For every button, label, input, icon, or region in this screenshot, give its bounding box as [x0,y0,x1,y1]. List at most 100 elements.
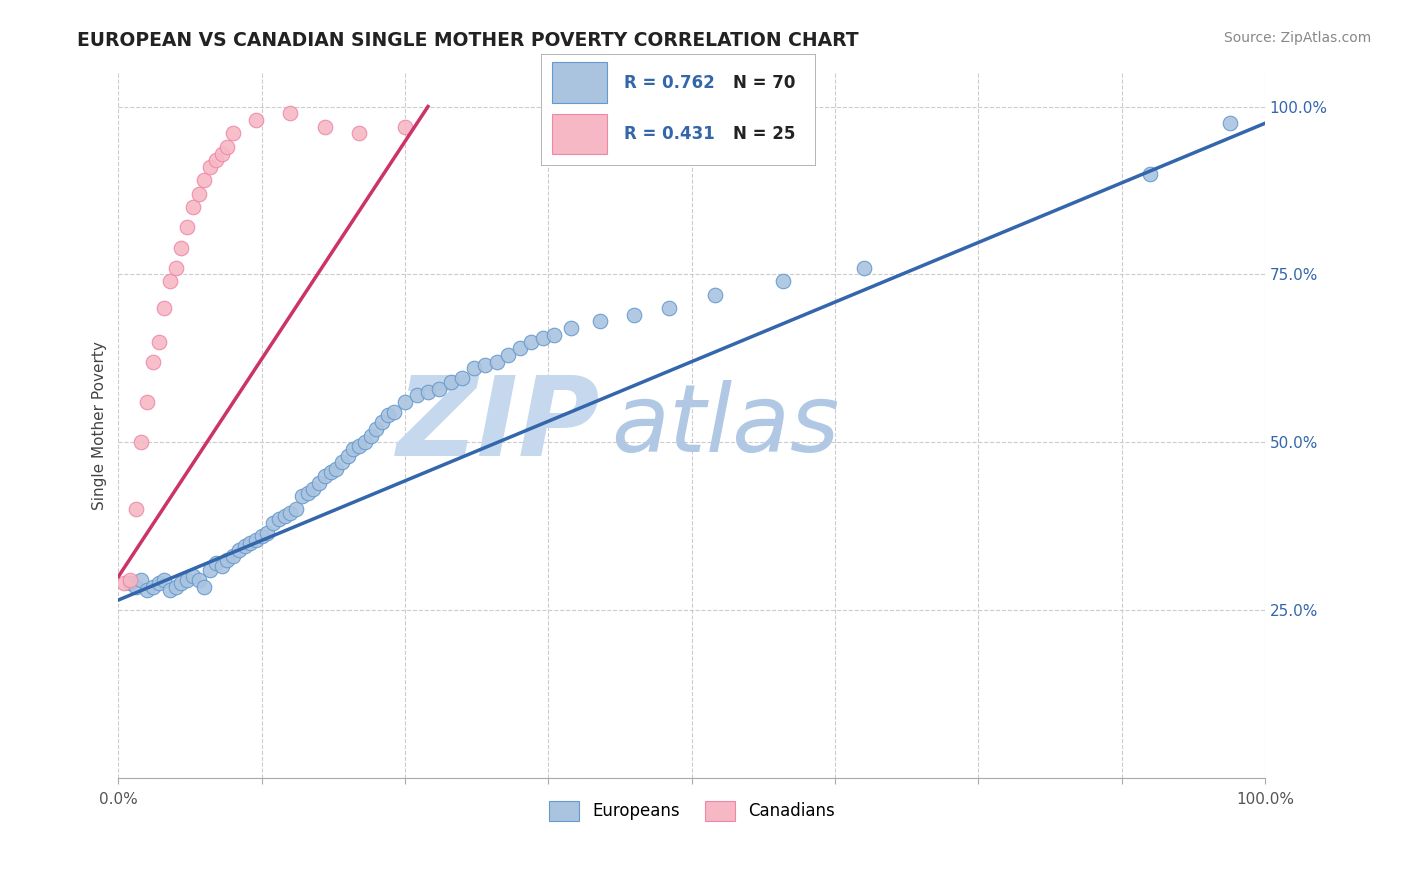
Point [233,539,256,553]
Point [256,525,278,540]
Point [170,240,193,254]
Point [319,466,342,480]
Point [193,173,215,187]
Point [193,580,215,594]
Point [520,334,543,349]
Point [394,120,416,134]
Point [394,395,416,409]
Bar [553,114,607,154]
Point [211,559,233,574]
Point [772,274,794,288]
Point [273,509,295,524]
Point [474,358,496,372]
Point [451,371,474,385]
Point [297,485,319,500]
Point [354,435,377,450]
Point [543,327,565,342]
Point [285,502,308,516]
Point [262,516,284,530]
Point [852,260,875,275]
Point [440,375,463,389]
Point [314,120,336,134]
Point [245,533,267,547]
Point [416,384,439,399]
Point [509,341,531,355]
Point [405,388,427,402]
Point [153,573,176,587]
Point [124,580,146,594]
Point [347,127,370,141]
Point [560,321,582,335]
Point [136,395,159,409]
Point [165,580,187,594]
Point [308,475,330,490]
Point [1219,116,1241,130]
Text: N = 25: N = 25 [734,125,796,143]
Point [205,556,228,570]
Point [198,160,221,174]
Point [658,301,681,315]
Point [118,576,141,591]
Point [347,439,370,453]
Point [187,573,209,587]
Point [165,260,187,275]
Point [136,582,159,597]
Point [170,576,193,591]
Text: R = 0.431: R = 0.431 [624,125,714,143]
Point [222,127,245,141]
Point [112,576,135,591]
Point [217,552,239,566]
Bar [553,62,607,103]
Point [267,512,290,526]
Point [314,468,336,483]
Point [377,409,399,423]
Point [228,542,250,557]
Point [187,186,209,201]
Point [342,442,364,456]
Point [703,287,725,301]
Point [142,580,165,594]
Text: N = 70: N = 70 [734,73,796,92]
Point [366,422,388,436]
Point [176,573,198,587]
Point [325,462,347,476]
Point [589,314,612,328]
Point [217,140,239,154]
Point [336,449,359,463]
Point [148,576,170,591]
Point [211,146,233,161]
Point [302,482,325,496]
Point [205,153,228,168]
Point [360,428,382,442]
Point [531,331,554,345]
Text: ZIP: ZIP [396,372,600,479]
Point [142,354,165,368]
Point [291,489,314,503]
Point [1139,167,1161,181]
Point [463,361,485,376]
Point [280,106,302,120]
Point [131,573,153,587]
Point [496,348,519,362]
Point [429,382,451,396]
Point [330,455,353,469]
Point [239,536,262,550]
Point [250,529,273,543]
Text: atlas: atlas [612,380,839,471]
Y-axis label: Single Mother Poverty: Single Mother Poverty [93,341,107,510]
Point [131,435,153,450]
Point [623,308,645,322]
Point [181,200,204,214]
Text: R = 0.762: R = 0.762 [624,73,714,92]
Point [382,405,405,419]
Text: EUROPEAN VS CANADIAN SINGLE MOTHER POVERTY CORRELATION CHART: EUROPEAN VS CANADIAN SINGLE MOTHER POVER… [77,31,859,50]
Point [159,582,181,597]
Point [280,506,302,520]
Point [245,113,267,128]
Legend: Europeans, Canadians: Europeans, Canadians [540,792,844,830]
Point [485,354,508,368]
Point [176,220,198,235]
Point [118,573,141,587]
Text: Source: ZipAtlas.com: Source: ZipAtlas.com [1223,31,1371,45]
Point [124,502,146,516]
